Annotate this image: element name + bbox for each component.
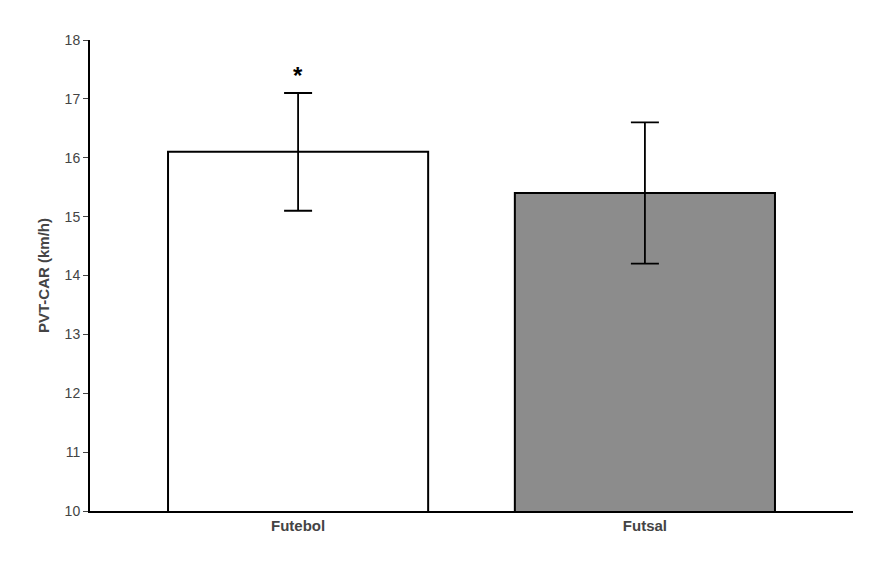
svg-text:*: *: [293, 62, 303, 89]
svg-text:Futebol: Futebol: [271, 517, 325, 534]
svg-text:14: 14: [65, 267, 81, 283]
svg-text:12: 12: [65, 385, 81, 401]
svg-text:11: 11: [66, 444, 81, 460]
svg-text:17: 17: [65, 91, 81, 107]
svg-text:16: 16: [65, 150, 81, 166]
svg-text:18: 18: [65, 32, 81, 48]
svg-text:15: 15: [65, 209, 81, 225]
svg-text:10: 10: [65, 503, 81, 519]
svg-text:Futsal: Futsal: [623, 517, 667, 534]
svg-text:PVT-CAR (km/h): PVT-CAR (km/h): [35, 218, 52, 333]
svg-text:13: 13: [65, 326, 81, 342]
